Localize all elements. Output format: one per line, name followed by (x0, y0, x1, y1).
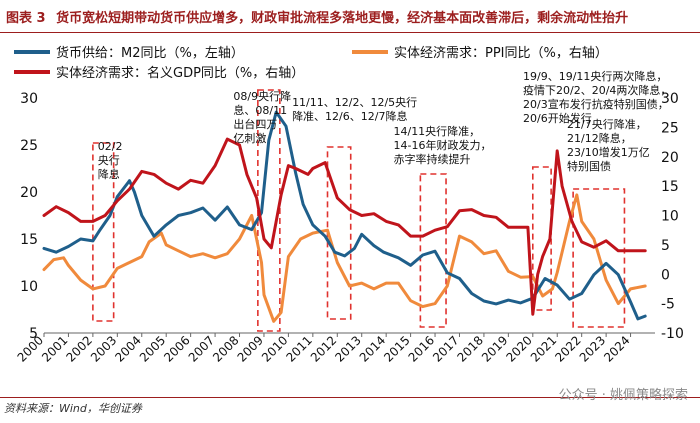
right-tick-label: 0 (661, 267, 670, 283)
annotation-text: 息、08/11 (233, 103, 287, 117)
axes: 5 10 15 20 25 30 -10 -5 0 5 10 15 20 25 30 200020012002… (15, 91, 684, 365)
x-tick-label: 2009 (235, 333, 266, 364)
x-tick-label: 2006 (161, 333, 192, 364)
x-tick-label: 2004 (112, 333, 143, 364)
annotation-text: 21/7央行降准， (567, 117, 647, 131)
legend-item-gdp: 实体经济需求：名义GDP同比（%，右轴） (14, 62, 304, 81)
x-tick-label: 2014 (357, 333, 388, 364)
right-tick-label: 5 (661, 238, 670, 254)
annotation-text: 降息 (98, 167, 120, 181)
annotation-text: 出台四万 (233, 117, 277, 131)
x-tick-label: 2015 (381, 333, 412, 364)
legend-label-gdp: 实体经济需求：名义GDP同比（%，右轴） (56, 66, 305, 81)
x-tick-label: 2007 (186, 333, 217, 364)
left-tick-label: 15 (20, 232, 38, 248)
legend-swatch-gdp (14, 69, 50, 74)
annotation-text: 赤字率持续提升 (393, 152, 470, 166)
annotation-text: 21/12降息， (567, 131, 632, 145)
figure-title: 货币宽松短期带动货币供应增多，财政审批流程多落地更慢，经济基本面改善滞后，剩余流… (56, 11, 629, 26)
right-tick-label: -5 (661, 297, 675, 313)
m2-line (42, 110, 647, 321)
x-tick-label: 2013 (332, 333, 363, 364)
x-tick-label: 2012 (308, 333, 339, 364)
x-tick-label: 2000 (15, 333, 46, 364)
x-tick-label: 2001 (39, 333, 70, 364)
x-tick-label: 2011 (283, 333, 314, 364)
x-tick-label: 2010 (259, 333, 290, 364)
annotation-text: 14/11央行降准， (393, 124, 480, 138)
annotation-text: 19/9、19/11央行两次降息， (523, 69, 667, 83)
x-tick-label: 2008 (210, 333, 241, 364)
legend-swatch-m2 (14, 49, 50, 54)
x-tick-label: 2017 (430, 333, 461, 364)
right-tick-label: 15 (661, 179, 679, 195)
legend-label-ppi: 实体经济需求：PPI同比（%，右轴） (394, 46, 608, 61)
left-tick-label: 25 (20, 138, 38, 154)
highlight-box (419, 173, 447, 328)
left-tick-label: 5 (29, 326, 38, 342)
legend-swatch-ppi (352, 49, 388, 54)
annotation-text: 11/11、12/2、12/5央行 (292, 96, 417, 109)
x-tick-label: 2019 (479, 333, 510, 364)
left-tick-label: 10 (20, 279, 38, 295)
x-tick-label: 2021 (528, 333, 559, 364)
x-tick-label: 2002 (64, 333, 95, 364)
annotation-text: 14-16年财政发力， (393, 138, 491, 152)
source-note: 资料来源：Wind，华创证券 (4, 402, 142, 415)
x-tick-label: 2020 (503, 333, 534, 364)
highlight-box (572, 188, 626, 328)
annotation-text: 特别国债 (567, 159, 611, 173)
right-tick-label: 20 (661, 150, 679, 166)
legend-label-m2: 货币供给：M2同比（%，左轴） (56, 46, 244, 61)
x-tick-label: 2003 (88, 333, 119, 364)
annotation-text: 02/2 (98, 140, 123, 153)
gdp-line (42, 137, 647, 316)
right-tick-label: 10 (661, 209, 679, 225)
annotation-text: 20/3宣布发行抗疫特别国债， (523, 97, 669, 111)
annotation-text: 亿刺激 (233, 131, 266, 145)
x-tick-label: 2005 (137, 333, 168, 364)
highlight-box (531, 166, 552, 311)
x-tick-label: 2024 (601, 333, 632, 364)
highlight-box (326, 146, 352, 320)
annotation-text: 08/9央行降 (233, 89, 291, 103)
figure-label: 图表 3 (6, 11, 46, 26)
x-tick-label: 2022 (552, 333, 583, 364)
right-tick-label: 25 (661, 120, 679, 136)
x-tick-label: 2018 (455, 333, 486, 364)
ppi-line (42, 193, 647, 323)
right-tick-label: -10 (661, 326, 684, 342)
highlight-box (92, 142, 115, 322)
left-tick-label: 30 (20, 91, 38, 107)
watermark: 公众号 · 姚佩策略探索 (558, 388, 688, 403)
annotation-text: 23/10增发1万亿 (567, 145, 650, 159)
legend-item-ppi: 实体经济需求：PPI同比（%，右轴） (352, 42, 608, 61)
left-tick-label: 20 (20, 185, 38, 201)
x-tick-label: 2016 (406, 333, 437, 364)
annotation-text: 降准、12/6、12/7降息 (292, 109, 407, 123)
x-tick-label: 2023 (577, 333, 608, 364)
annotation-text: 央行 (98, 154, 120, 167)
bottom-rule (0, 397, 700, 398)
legend-item-m2: 货币供给：M2同比（%，左轴） (14, 42, 244, 61)
series-lines (42, 110, 647, 323)
figure-header: 图表 3 货币宽松短期带动货币供应增多，财政审批流程多落地更慢，经济基本面改善滞… (0, 0, 700, 33)
annotation-text: 疫情下20/2、20/4两次降息， (523, 83, 671, 97)
right-tick-label: 30 (661, 91, 679, 107)
annotation-text: 20/6开始发行 (523, 111, 592, 125)
